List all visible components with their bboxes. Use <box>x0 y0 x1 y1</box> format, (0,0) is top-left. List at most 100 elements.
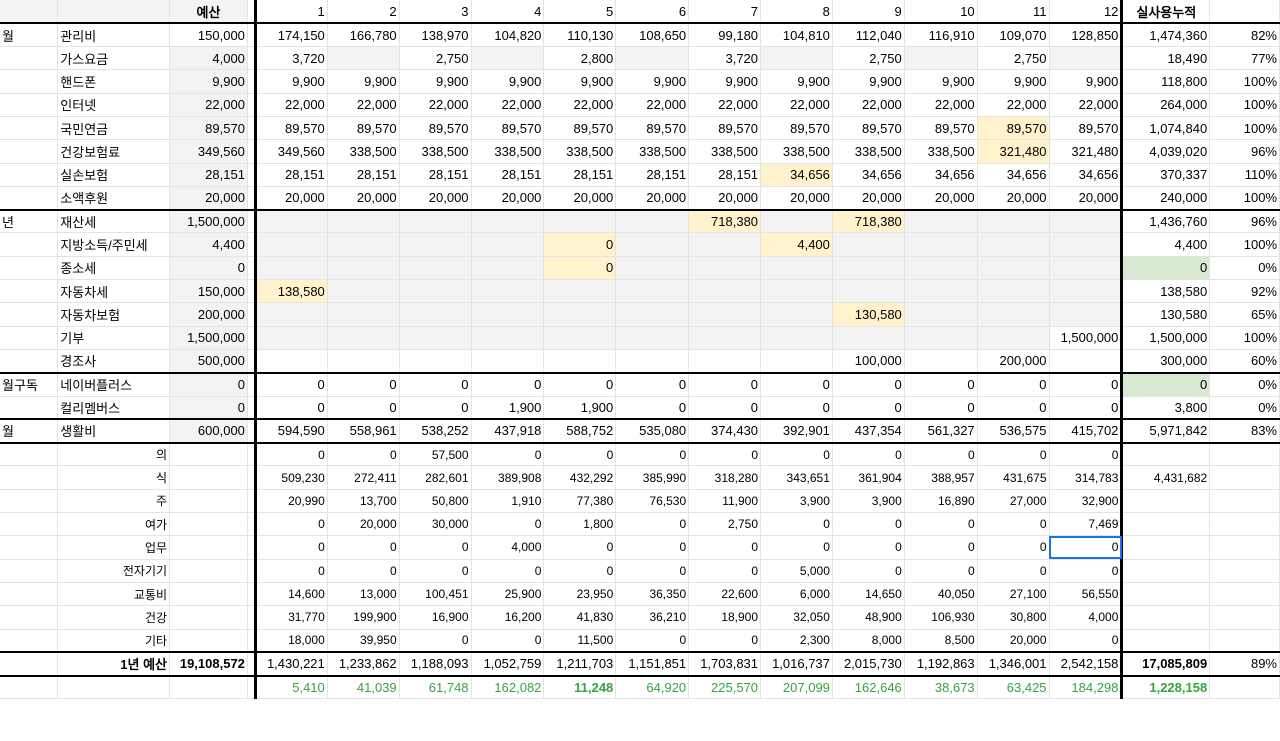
month-cell-6[interactable]: 76,530 <box>615 489 690 514</box>
row-item-label[interactable]: 네이버플러스 <box>57 371 171 397</box>
month-cell-4[interactable] <box>471 208 545 234</box>
row-cumulative[interactable]: 18,490 <box>1121 46 1211 71</box>
month-cell-2[interactable]: 272,411 <box>327 465 400 490</box>
month-cell-1[interactable] <box>255 326 328 350</box>
header-month-9[interactable]: 9 <box>832 0 905 25</box>
month-cell-3[interactable] <box>399 326 472 350</box>
row-spacer[interactable] <box>247 302 257 327</box>
row-spacer[interactable] <box>247 512 257 537</box>
month-cell-10[interactable]: 89,570 <box>904 116 978 141</box>
month-cell-2[interactable]: 0 <box>327 396 400 420</box>
row-cumulative[interactable]: 1,500,000 <box>1121 326 1211 350</box>
row-percent[interactable]: 92% <box>1209 279 1280 304</box>
month-cell-12[interactable]: 32,900 <box>1049 489 1124 514</box>
row-cumulative[interactable]: 264,000 <box>1121 93 1211 117</box>
row-group-label[interactable] <box>0 582 59 607</box>
row-group-label[interactable] <box>0 256 59 281</box>
month-cell-10[interactable]: 40,050 <box>904 582 978 607</box>
month-cell-11[interactable]: 536,575 <box>977 418 1050 444</box>
summary-month-1[interactable]: 1,430,221 <box>255 651 328 677</box>
month-cell-9[interactable]: 437,354 <box>832 418 905 444</box>
month-cell-7[interactable]: 18,900 <box>688 605 762 630</box>
month-cell-8[interactable]: 2,300 <box>760 629 833 653</box>
row-group-label[interactable] <box>0 674 59 700</box>
month-cell-10[interactable] <box>904 326 978 350</box>
month-cell-2[interactable] <box>327 46 400 71</box>
month-cell-10[interactable]: 0 <box>904 396 978 420</box>
month-cell-11[interactable]: 109,070 <box>977 23 1050 48</box>
month-cell-7[interactable]: 22,000 <box>688 93 762 117</box>
month-cell-4[interactable]: 25,900 <box>471 582 545 607</box>
row-spacer[interactable] <box>247 465 257 490</box>
month-cell-7[interactable]: 0 <box>688 629 762 653</box>
row-group-label[interactable] <box>0 186 59 211</box>
month-cell-3[interactable]: 0 <box>399 371 472 397</box>
row-budget[interactable] <box>169 489 248 514</box>
row-spacer[interactable] <box>247 139 257 164</box>
row-cumulative[interactable]: 138,580 <box>1121 279 1211 304</box>
month-cell-8[interactable] <box>760 208 833 234</box>
month-cell-9[interactable]: 8,000 <box>832 629 905 653</box>
month-cell-3[interactable]: 30,000 <box>399 512 472 537</box>
corner-cell[interactable] <box>0 0 59 25</box>
month-cell-7[interactable]: 20,000 <box>688 186 762 211</box>
month-cell-2[interactable] <box>327 232 400 257</box>
row-item-label[interactable]: 생활비 <box>57 418 171 444</box>
summary-month-4[interactable]: 1,052,759 <box>471 651 545 677</box>
row-group-label[interactable] <box>0 279 59 304</box>
row-cumulative[interactable]: 370,337 <box>1121 163 1211 187</box>
row-budget[interactable]: 0 <box>169 371 248 397</box>
month-cell-1[interactable]: 349,560 <box>255 139 328 164</box>
month-cell-4[interactable]: 0 <box>471 559 545 583</box>
month-cell-11[interactable] <box>977 232 1050 257</box>
header-month-1[interactable]: 1 <box>255 0 328 25</box>
row-cumulative[interactable]: 130,580 <box>1121 302 1211 327</box>
month-cell-4[interactable]: 0 <box>471 512 545 537</box>
month-cell-10[interactable] <box>904 232 978 257</box>
month-cell-5[interactable]: 432,292 <box>543 465 617 490</box>
month-cell-1[interactable]: 28,151 <box>255 163 328 187</box>
month-cell-4[interactable]: 16,200 <box>471 605 545 630</box>
row-cumulative[interactable] <box>1121 535 1211 560</box>
month-cell-7[interactable] <box>688 302 762 327</box>
month-cell-11[interactable] <box>977 279 1050 304</box>
row-spacer[interactable] <box>247 69 257 94</box>
month-cell-3[interactable] <box>399 302 472 327</box>
row-item-label[interactable]: 실손보험 <box>57 163 171 187</box>
month-cell-5[interactable]: 110,130 <box>543 23 617 48</box>
row-budget[interactable] <box>169 559 248 583</box>
month-cell-3[interactable]: 0 <box>399 396 472 420</box>
row-group-label[interactable] <box>0 441 59 467</box>
row-percent[interactable] <box>1209 512 1280 537</box>
month-cell-7[interactable] <box>688 232 762 257</box>
row-budget[interactable]: 1,500,000 <box>169 326 248 350</box>
month-cell-12[interactable]: 1,500,000 <box>1049 326 1124 350</box>
month-cell-1[interactable]: 594,590 <box>255 418 328 444</box>
row-percent[interactable]: 110% <box>1209 163 1280 187</box>
month-cell-9[interactable]: 361,904 <box>832 465 905 490</box>
month-cell-5[interactable]: 0 <box>543 371 617 397</box>
row-spacer[interactable] <box>247 186 257 211</box>
month-cell-2[interactable]: 0 <box>327 441 400 467</box>
month-cell-12[interactable]: 0 <box>1049 535 1124 560</box>
month-cell-3[interactable]: 138,970 <box>399 23 472 48</box>
month-cell-4[interactable]: 0 <box>471 371 545 397</box>
row-item-label[interactable]: 국민연금 <box>57 116 171 141</box>
month-cell-3[interactable]: 282,601 <box>399 465 472 490</box>
month-cell-12[interactable] <box>1049 256 1124 281</box>
row-item-label[interactable]: 기타 <box>57 629 171 653</box>
month-cell-3[interactable]: 538,252 <box>399 418 472 444</box>
row-spacer[interactable] <box>247 326 257 350</box>
month-cell-6[interactable]: 0 <box>615 396 690 420</box>
month-cell-7[interactable]: 318,280 <box>688 465 762 490</box>
row-budget[interactable]: 200,000 <box>169 302 248 327</box>
row-group-label[interactable] <box>0 116 59 141</box>
month-cell-4[interactable] <box>471 256 545 281</box>
row-budget[interactable] <box>169 465 248 490</box>
month-cell-10[interactable] <box>904 208 978 234</box>
row-item-label[interactable]: 재산세 <box>57 208 171 234</box>
row-group-label[interactable] <box>0 163 59 187</box>
month-cell-12[interactable]: 22,000 <box>1049 93 1124 117</box>
row-spacer[interactable] <box>247 256 257 281</box>
month-cell-7[interactable]: 99,180 <box>688 23 762 48</box>
